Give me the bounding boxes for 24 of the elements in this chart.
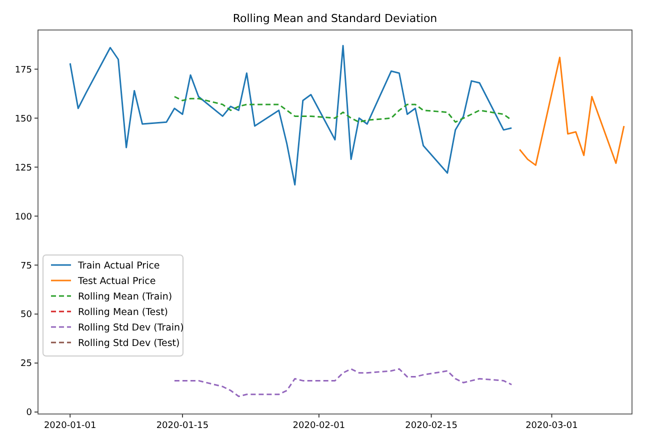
x-tick-label: 2020-01-15 <box>156 421 209 431</box>
y-tick-label: 150 <box>14 114 32 124</box>
y-tick-label: 75 <box>20 261 32 272</box>
legend-label: Train Actual Price <box>77 260 160 272</box>
line-series <box>174 96 512 123</box>
line-series <box>174 368 512 398</box>
legend-label: Rolling Mean (Train) <box>78 291 172 302</box>
y-tick-label: 0 <box>26 408 32 418</box>
x-tick-label: 2020-01-01 <box>44 421 96 431</box>
legend-label: Rolling Mean (Test) <box>78 306 168 318</box>
line-series <box>69 44 512 186</box>
legend-label: Rolling Std Dev (Test) <box>78 338 180 349</box>
y-tick-label: 25 <box>20 359 32 370</box>
y-tick-label: 100 <box>14 212 32 222</box>
y-tick-label: 50 <box>20 310 32 320</box>
x-tick-label: 2020-02-01 <box>292 421 346 431</box>
y-tick-label: 175 <box>14 65 32 76</box>
legend-label: Test Actual Price <box>77 276 156 287</box>
line-series <box>518 56 625 166</box>
chart-title: Rolling Mean and Standard Deviation <box>232 12 438 25</box>
legend-label: Rolling Std Dev (Train) <box>78 322 184 334</box>
x-tick-label: 2020-02-15 <box>405 421 458 431</box>
x-tick-label: 2020-03-01 <box>526 421 578 431</box>
y-tick-label: 125 <box>14 163 32 174</box>
